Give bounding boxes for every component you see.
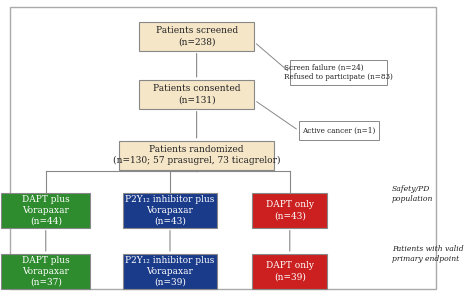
Text: Screen failure (n=24)
Refused to participate (n=83): Screen failure (n=24) Refused to partici… xyxy=(284,64,393,81)
FancyBboxPatch shape xyxy=(1,193,90,228)
Text: Patients screened
(n=238): Patients screened (n=238) xyxy=(155,26,237,46)
Text: Patients randomized
(n=130; 57 prasugrel, 73 ticagrelor): Patients randomized (n=130; 57 prasugrel… xyxy=(113,145,280,165)
Text: Patients with valid
primary endpoint: Patients with valid primary endpoint xyxy=(392,245,464,263)
Text: P2Y₁₂ inhibitor plus
Vorapaxar
(n=43): P2Y₁₂ inhibitor plus Vorapaxar (n=43) xyxy=(125,195,215,226)
FancyBboxPatch shape xyxy=(119,141,274,170)
FancyBboxPatch shape xyxy=(299,121,379,140)
Text: Safety/PD
population: Safety/PD population xyxy=(392,185,433,203)
FancyBboxPatch shape xyxy=(252,254,328,289)
FancyBboxPatch shape xyxy=(123,254,217,289)
Text: DAPT plus
Vorapaxar
(n=37): DAPT plus Vorapaxar (n=37) xyxy=(22,256,70,287)
FancyBboxPatch shape xyxy=(139,80,254,109)
FancyBboxPatch shape xyxy=(290,60,387,85)
FancyBboxPatch shape xyxy=(139,22,254,51)
FancyBboxPatch shape xyxy=(252,193,328,228)
Text: DAPT only
(n=43): DAPT only (n=43) xyxy=(266,200,314,220)
Text: Active cancer (n=1): Active cancer (n=1) xyxy=(302,127,375,134)
Text: Patients consented
(n=131): Patients consented (n=131) xyxy=(153,84,240,104)
FancyBboxPatch shape xyxy=(1,254,90,289)
FancyBboxPatch shape xyxy=(123,193,217,228)
Text: DAPT plus
Vorapaxar
(n=44): DAPT plus Vorapaxar (n=44) xyxy=(22,195,70,226)
Text: P2Y₁₂ inhibitor plus
Vorapaxar
(n=39): P2Y₁₂ inhibitor plus Vorapaxar (n=39) xyxy=(125,256,215,287)
Text: DAPT only
(n=39): DAPT only (n=39) xyxy=(266,261,314,281)
